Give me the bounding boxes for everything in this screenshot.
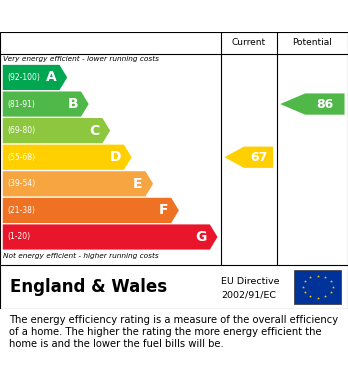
Text: (69-80): (69-80) [7, 126, 35, 135]
Text: Not energy efficient - higher running costs: Not energy efficient - higher running co… [3, 253, 159, 259]
Text: Very energy efficient - lower running costs: Very energy efficient - lower running co… [3, 56, 159, 62]
Text: EU Directive: EU Directive [221, 277, 279, 286]
Text: Current: Current [232, 38, 266, 47]
Text: England & Wales: England & Wales [10, 278, 168, 296]
Text: C: C [89, 124, 100, 138]
Polygon shape [3, 65, 67, 90]
Text: Potential: Potential [292, 38, 332, 47]
Text: (39-54): (39-54) [7, 179, 35, 188]
Polygon shape [3, 198, 179, 223]
Text: D: D [110, 150, 121, 164]
Text: (21-38): (21-38) [7, 206, 35, 215]
Text: A: A [46, 70, 57, 84]
Text: (1-20): (1-20) [7, 233, 30, 242]
Bar [294, 270, 341, 303]
Text: F: F [159, 203, 168, 217]
Polygon shape [3, 224, 218, 249]
Text: (55-68): (55-68) [7, 153, 35, 162]
Text: E: E [133, 177, 143, 191]
Text: 86: 86 [316, 97, 333, 111]
Text: Energy Efficiency Rating: Energy Efficiency Rating [10, 9, 232, 24]
Text: The energy efficiency rating is a measure of the overall efficiency of a home. T: The energy efficiency rating is a measur… [9, 316, 338, 349]
Polygon shape [280, 93, 345, 115]
Polygon shape [3, 91, 89, 117]
Text: B: B [68, 97, 78, 111]
Text: G: G [196, 230, 207, 244]
Polygon shape [224, 147, 273, 168]
Text: 67: 67 [250, 151, 267, 164]
Text: 2002/91/EC: 2002/91/EC [221, 290, 276, 299]
Text: (92-100): (92-100) [7, 73, 40, 82]
Polygon shape [3, 118, 110, 143]
Text: (81-91): (81-91) [7, 100, 35, 109]
Polygon shape [3, 171, 153, 196]
Polygon shape [3, 145, 132, 170]
